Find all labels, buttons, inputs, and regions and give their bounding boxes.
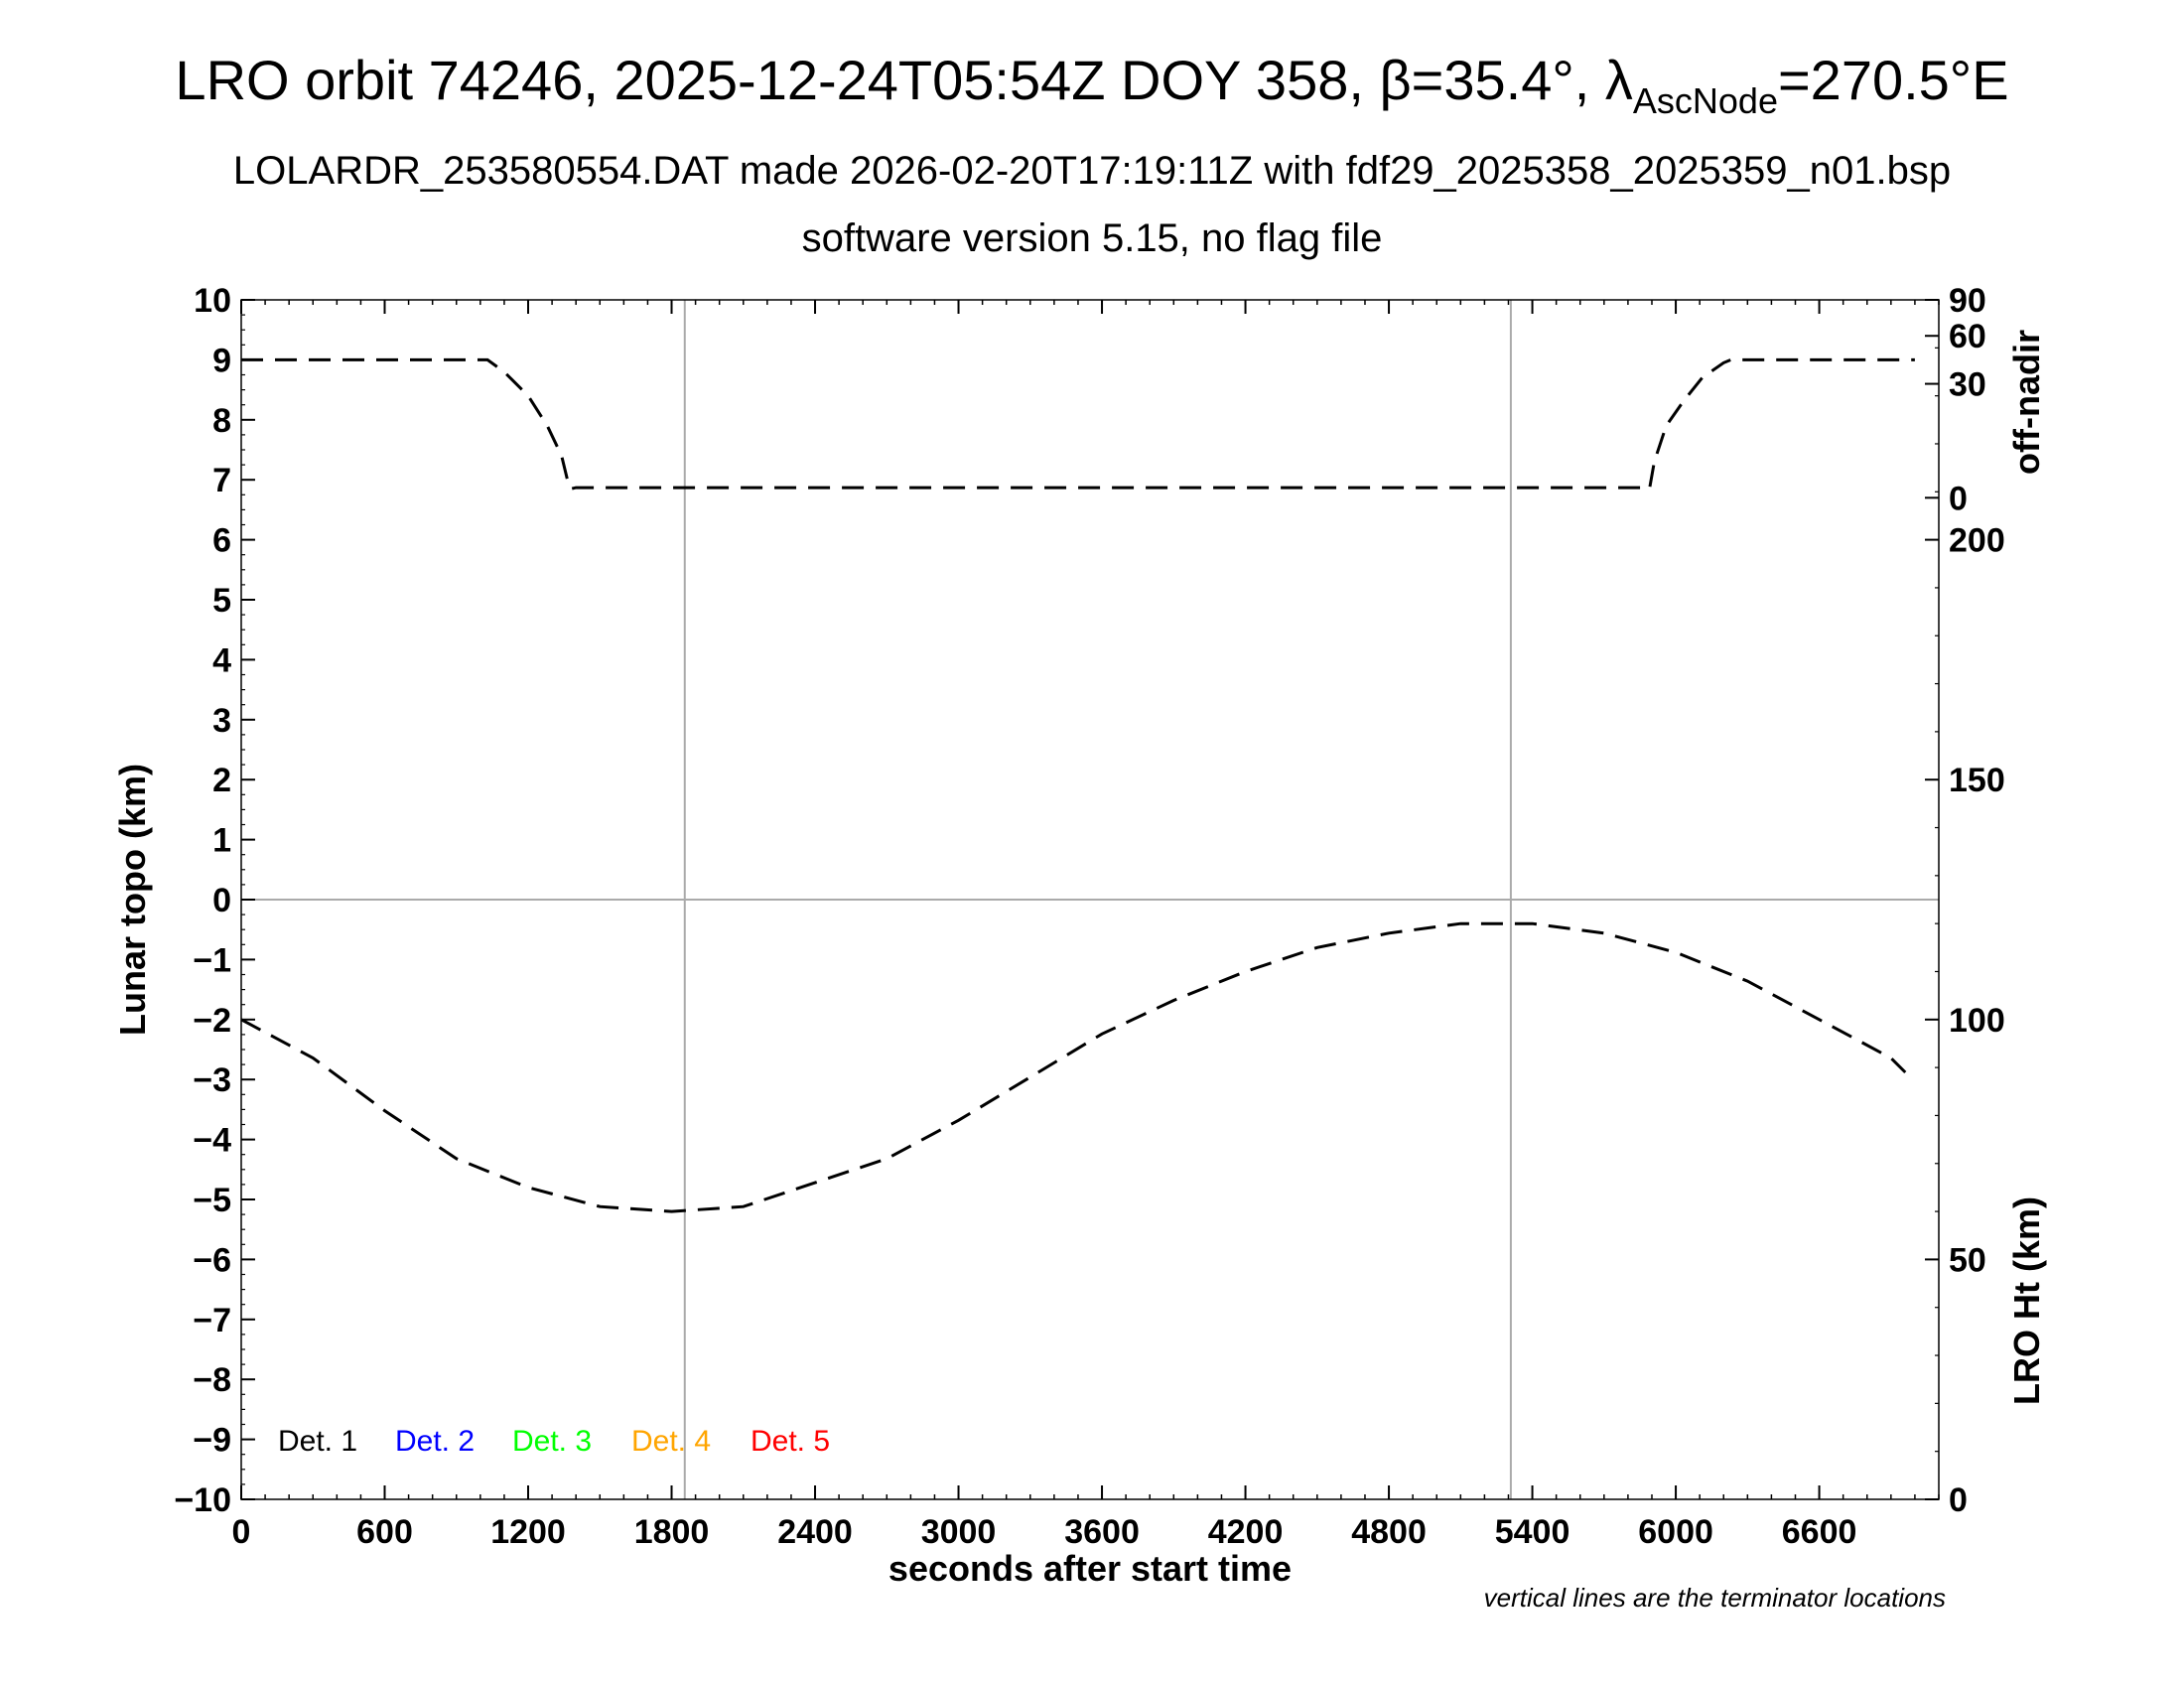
grid-lines bbox=[241, 300, 1939, 1499]
x-axis-title: seconds after start time bbox=[888, 1548, 1292, 1589]
tick-labels: 0 600 1200 1800 2400 3000 3600 4200 4800 5400 6000… bbox=[174, 282, 2004, 1551]
x-tick-label: 0 bbox=[232, 1513, 251, 1551]
x-tick-label: 6000 bbox=[1638, 1513, 1713, 1551]
y-tick-label: −3 bbox=[193, 1061, 231, 1099]
x-tick-label: 4200 bbox=[1208, 1513, 1284, 1551]
y-tick-label: 1 bbox=[212, 822, 231, 860]
y-axis-title: Lunar topo (km) bbox=[112, 764, 153, 1036]
y-tick-label: 4 bbox=[212, 641, 231, 679]
y-tick-label: 0 bbox=[212, 882, 231, 919]
x-tick-label: 4800 bbox=[1351, 1513, 1427, 1551]
chart-title: LRO orbit 74246, 2025-12-24T05:54Z DOY 3… bbox=[0, 48, 2184, 119]
y-tick-label: −6 bbox=[193, 1241, 231, 1279]
chart-title-suffix: =270.5°E bbox=[1777, 49, 2009, 111]
legend-item: Det. 2 bbox=[395, 1425, 475, 1458]
x-tick-label: 3600 bbox=[1064, 1513, 1140, 1551]
y-tick-label: −7 bbox=[193, 1302, 231, 1339]
y-tick-label: −2 bbox=[193, 1002, 231, 1040]
height-tick-label: 100 bbox=[1949, 1002, 2005, 1040]
series-off-nadir bbox=[241, 357, 1915, 492]
chart-subtitle: LOLARDR_253580554.DAT made 2026-02-20T17… bbox=[232, 149, 1952, 193]
tick-marks bbox=[240, 299, 1940, 1500]
y-tick-label: −10 bbox=[174, 1481, 231, 1519]
y-tick-label: −8 bbox=[193, 1361, 231, 1399]
off-nadir-axis-title: off-nadir bbox=[2006, 330, 2047, 475]
legend-item: Det. 3 bbox=[512, 1425, 592, 1458]
off-nadir-tick-label: 0 bbox=[1949, 480, 1968, 517]
series-lro-height bbox=[240, 921, 1907, 1213]
x-tick-label: 1800 bbox=[634, 1513, 710, 1551]
y-tick-label: 3 bbox=[212, 702, 231, 740]
y-tick-label: 8 bbox=[212, 402, 231, 440]
height-tick-label: 50 bbox=[1949, 1241, 1986, 1279]
x-tick-label: 6600 bbox=[1782, 1513, 1857, 1551]
legend-item: Det. 5 bbox=[751, 1425, 830, 1458]
y-tick-label: 9 bbox=[212, 342, 231, 379]
y-tick-label: 7 bbox=[212, 462, 231, 499]
series-group bbox=[240, 357, 1915, 1213]
y-tick-label: −4 bbox=[193, 1122, 231, 1160]
y-tick-label: −9 bbox=[193, 1422, 231, 1460]
x-tick-label: 5400 bbox=[1495, 1513, 1570, 1551]
y-tick-label: 6 bbox=[212, 522, 231, 560]
chart-title-prefix: LRO orbit 74246, 2025-12-24T05:54Z DOY 3… bbox=[175, 49, 1633, 111]
off-nadir-tick-label: 60 bbox=[1949, 318, 1986, 355]
height-tick-label: 0 bbox=[1949, 1481, 1968, 1519]
chart-title-subscript: AscNode bbox=[1632, 80, 1778, 121]
terminator-note: vertical lines are the terminator locati… bbox=[1484, 1583, 1946, 1613]
legend-item: Det. 1 bbox=[278, 1425, 357, 1458]
height-tick-label: 150 bbox=[1949, 762, 2005, 799]
x-tick-label: 3000 bbox=[921, 1513, 997, 1551]
x-tick-label: 2400 bbox=[777, 1513, 853, 1551]
off-nadir-tick-label: 90 bbox=[1949, 282, 1986, 320]
y-tick-label: −5 bbox=[193, 1182, 231, 1219]
height-axis-title: LRO Ht (km) bbox=[2006, 1196, 2047, 1405]
y-tick-label: −1 bbox=[193, 941, 231, 979]
x-tick-label: 1200 bbox=[490, 1513, 566, 1551]
x-tick-label: 600 bbox=[356, 1513, 413, 1551]
off-nadir-tick-label: 30 bbox=[1949, 366, 1986, 404]
y-tick-label: 5 bbox=[212, 582, 231, 620]
height-tick-label: 200 bbox=[1949, 522, 2005, 560]
legend: Det. 1 Det. 2 Det. 3 Det. 4 Det. 5 bbox=[278, 1425, 830, 1458]
chart-subtitle-2: software version 5.15, no flag file bbox=[801, 216, 1383, 260]
legend-item: Det. 4 bbox=[631, 1425, 711, 1458]
y-tick-label: 2 bbox=[212, 762, 231, 799]
y-tick-label: 10 bbox=[194, 282, 231, 320]
